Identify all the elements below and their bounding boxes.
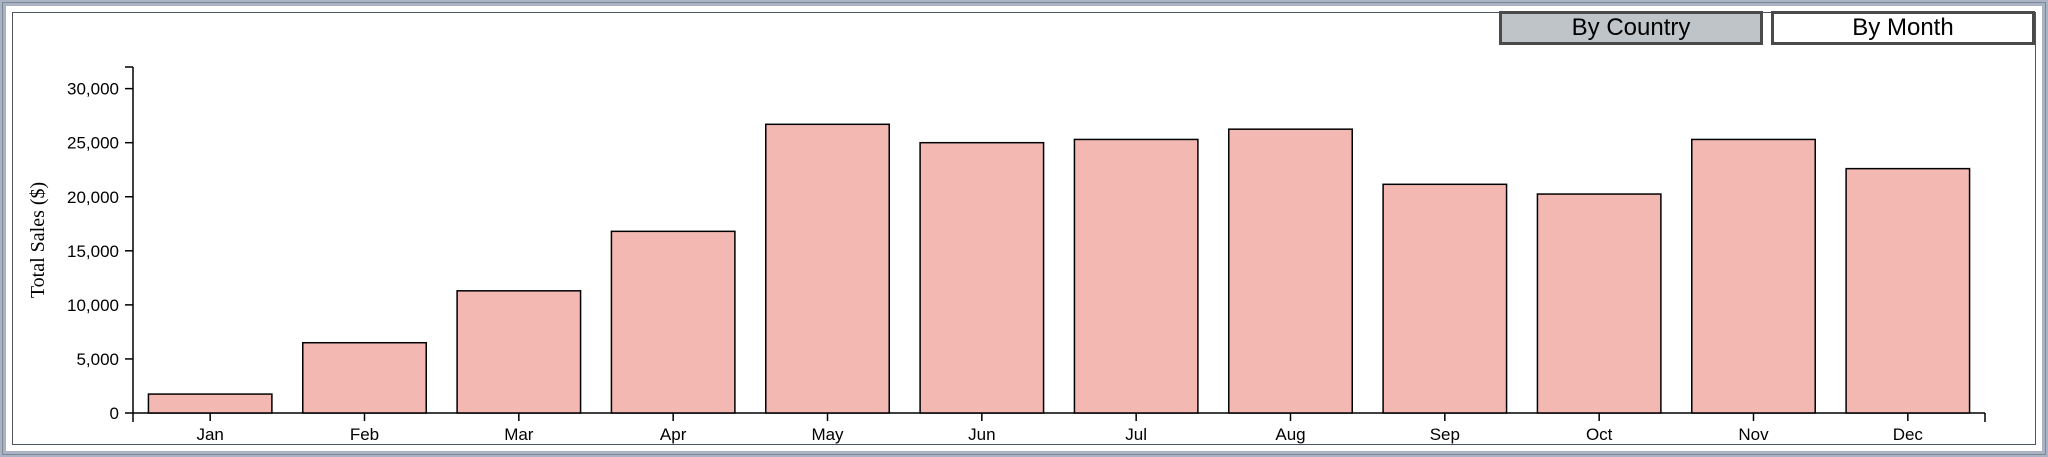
bar-aug[interactable]: [1228, 128, 1353, 414]
bar-feb[interactable]: [302, 341, 427, 414]
y-tick-label: 5,000: [76, 350, 119, 369]
x-tick-label: Jan: [196, 425, 223, 444]
x-tick-label: Feb: [350, 425, 379, 444]
x-tick-label: Oct: [1586, 425, 1613, 444]
x-tick-label: Mar: [504, 425, 534, 444]
bar-apr[interactable]: [610, 230, 736, 414]
x-tick-label: Nov: [1738, 425, 1769, 444]
bar-mar[interactable]: [456, 290, 582, 414]
x-tick-label: Dec: [1893, 425, 1924, 444]
y-tick-label: 15,000: [67, 242, 119, 261]
bar-nov[interactable]: [1691, 138, 1816, 414]
y-tick-label: 0: [110, 404, 119, 423]
x-tick-label: Aug: [1275, 425, 1305, 444]
x-tick-label: May: [811, 425, 844, 444]
bar-oct[interactable]: [1536, 193, 1662, 414]
x-tick-label: Sep: [1430, 425, 1460, 444]
bar-may[interactable]: [765, 123, 890, 414]
bar-jun[interactable]: [919, 141, 1045, 414]
y-tick-label: 10,000: [67, 296, 119, 315]
x-tick-label: Jul: [1125, 425, 1147, 444]
x-tick-label: Apr: [660, 425, 687, 444]
bar-dec[interactable]: [1845, 167, 1971, 414]
y-tick-label: 20,000: [67, 188, 119, 207]
y-tick-label: 25,000: [67, 134, 119, 153]
by-month-button[interactable]: By Month: [1771, 11, 2035, 45]
y-axis: 0 5,000 10,000 15,000 20,000 25,000 30,000: [67, 66, 134, 423]
x-axis: Jan Feb Mar Apr May Jun Jul Aug Sep Oct Nov Dec: [132, 412, 1986, 444]
y-axis-title: Total Sales ($): [27, 182, 49, 298]
bar-jan[interactable]: [147, 393, 273, 414]
x-tick-label: Jun: [968, 425, 995, 444]
bar-sep[interactable]: [1382, 183, 1508, 414]
y-tick-label: 30,000: [67, 80, 119, 99]
bar-jul[interactable]: [1073, 138, 1199, 414]
bar-series: [147, 123, 1971, 414]
by-country-button[interactable]: By Country: [1499, 11, 1763, 45]
